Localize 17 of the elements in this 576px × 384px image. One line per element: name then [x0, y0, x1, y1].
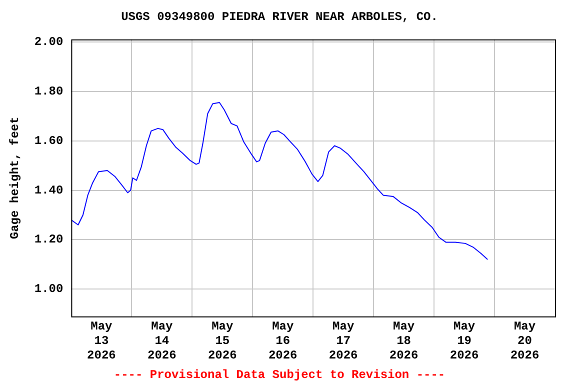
y-tick-label: 1.80 — [34, 84, 64, 98]
chart-title: USGS 09349800 PIEDRA RIVER NEAR ARBOLES, CO. — [121, 10, 438, 24]
x-tick-label: May 20 2026 — [510, 320, 540, 362]
x-tick-label: May 14 2026 — [148, 320, 176, 362]
y-tick-label: 1.60 — [34, 134, 64, 148]
x-tick-label: May 18 2026 — [389, 320, 418, 362]
x-tick-label: May 19 2026 — [450, 320, 479, 362]
text: ---- Provisional Data Subject to Revision ---- — [114, 368, 446, 382]
y-tick-label: 1.40 — [34, 183, 64, 198]
x-tick-label: May 16 2026 — [268, 320, 298, 362]
x-tick-label: May 13 2026 — [87, 320, 116, 362]
y-axis-title: Gage height, feet — [8, 116, 22, 240]
y-tick-label: 1.20 — [34, 232, 64, 247]
x-tick-label: May 17 2026 — [328, 320, 358, 362]
x-tick-label: May 15 2026 — [208, 320, 237, 362]
y-tick-label: 2.00 — [34, 34, 64, 49]
y-tick-label: 1.00 — [34, 282, 64, 296]
